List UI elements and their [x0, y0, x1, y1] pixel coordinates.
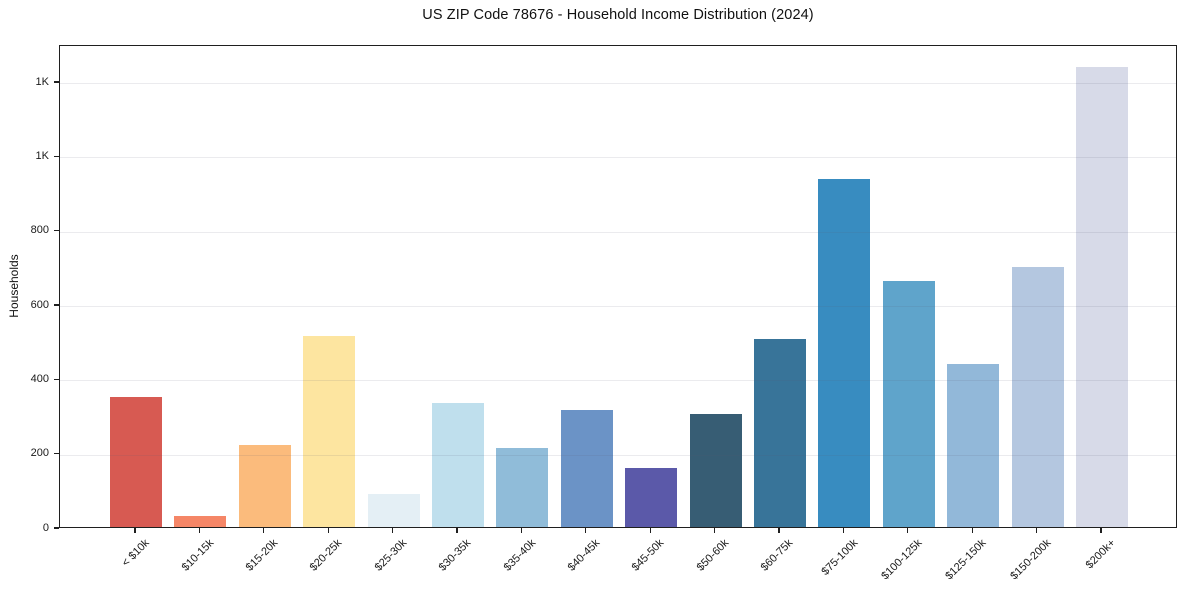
bar-150-200k: [1011, 266, 1064, 527]
x-tick-label: $10-15k: [179, 537, 216, 574]
x-tick-mark: [649, 528, 651, 533]
y-tick-label: 600: [30, 298, 49, 311]
x-tick-mark: [520, 528, 523, 533]
bar-100-125k: [882, 280, 935, 527]
bar-45-50k: [625, 467, 678, 527]
x-tick-mark: [456, 528, 458, 533]
y-tick-mark: [54, 452, 59, 455]
y-tick-label: 800: [30, 224, 49, 237]
bar-25-30k: [367, 493, 420, 527]
y-tick-label: 1K: [35, 75, 49, 88]
bar-60-75k: [754, 339, 806, 527]
x-tick-label: $75-100k: [818, 537, 860, 578]
x-tick-label: $50-60k: [694, 537, 732, 574]
bar-200k+: [1076, 67, 1128, 527]
x-tick-label: $30-35k: [436, 537, 474, 574]
y-tick-mark: [54, 155, 59, 158]
x-tick-mark: [1100, 528, 1102, 533]
x-tick-mark: [713, 528, 716, 533]
y-tick-label: 200: [30, 447, 49, 460]
x-tick-label: $20-25k: [308, 537, 345, 574]
y-tick-label: 0: [42, 521, 49, 534]
x-tick-label: $15-20k: [243, 537, 281, 574]
y-tick-label: 400: [30, 372, 49, 385]
y-tick-mark: [54, 81, 59, 83]
x-tick-label: $200k+: [1083, 537, 1118, 572]
x-tick-mark: [134, 528, 136, 533]
x-tick-mark: [327, 528, 329, 533]
gridline-1K: [60, 83, 1176, 85]
x-tick-label: $100-125k: [879, 537, 925, 583]
bar-75-100k: [818, 178, 871, 527]
y-tick-mark: [54, 378, 59, 381]
y-tick-mark: [54, 304, 59, 306]
gridline-1K: [60, 157, 1176, 159]
bar-35-40k: [496, 448, 549, 527]
x-tick-label: $35-40k: [501, 537, 538, 574]
gridline-600: [60, 306, 1176, 308]
gridline-800: [60, 231, 1176, 233]
y-tick-label: 1K: [35, 149, 49, 162]
y-tick-mark: [54, 527, 59, 529]
chart-title: US ZIP Code 78676 - Household Income Dis…: [422, 7, 814, 23]
bar-30-35k: [432, 402, 484, 527]
bar-125-150k: [947, 364, 1000, 527]
x-tick-label: $150-200k: [1007, 537, 1054, 583]
x-tick-label: $60-75k: [758, 537, 796, 574]
x-tick-label: $45-50k: [630, 537, 667, 574]
x-tick-mark: [1035, 528, 1038, 533]
x-tick-mark: [391, 528, 394, 533]
x-tick-mark: [971, 528, 973, 533]
gridline-200: [60, 454, 1176, 456]
bar-15-20k: [238, 445, 291, 527]
bar-40-45k: [560, 409, 613, 527]
x-tick-label: $25-30k: [372, 537, 410, 574]
x-tick-mark: [198, 528, 201, 533]
bar-20-25k: [303, 335, 356, 527]
x-tick-mark: [778, 528, 780, 533]
x-tick-mark: [842, 528, 845, 533]
bar-50-60k: [689, 413, 742, 527]
plot-area: [59, 45, 1177, 528]
gridline-400: [60, 380, 1176, 382]
y-axis-label: Households: [7, 254, 21, 318]
bar-10k: [110, 396, 162, 527]
x-tick-mark: [907, 528, 909, 533]
x-tick-mark: [263, 528, 265, 533]
x-tick-label: < $10k: [119, 537, 152, 570]
x-tick-mark: [585, 528, 587, 533]
x-tick-label: $125-150k: [943, 537, 989, 583]
x-tick-label: $40-45k: [565, 537, 603, 574]
bar-10-15k: [174, 515, 227, 527]
y-tick-mark: [54, 230, 59, 232]
